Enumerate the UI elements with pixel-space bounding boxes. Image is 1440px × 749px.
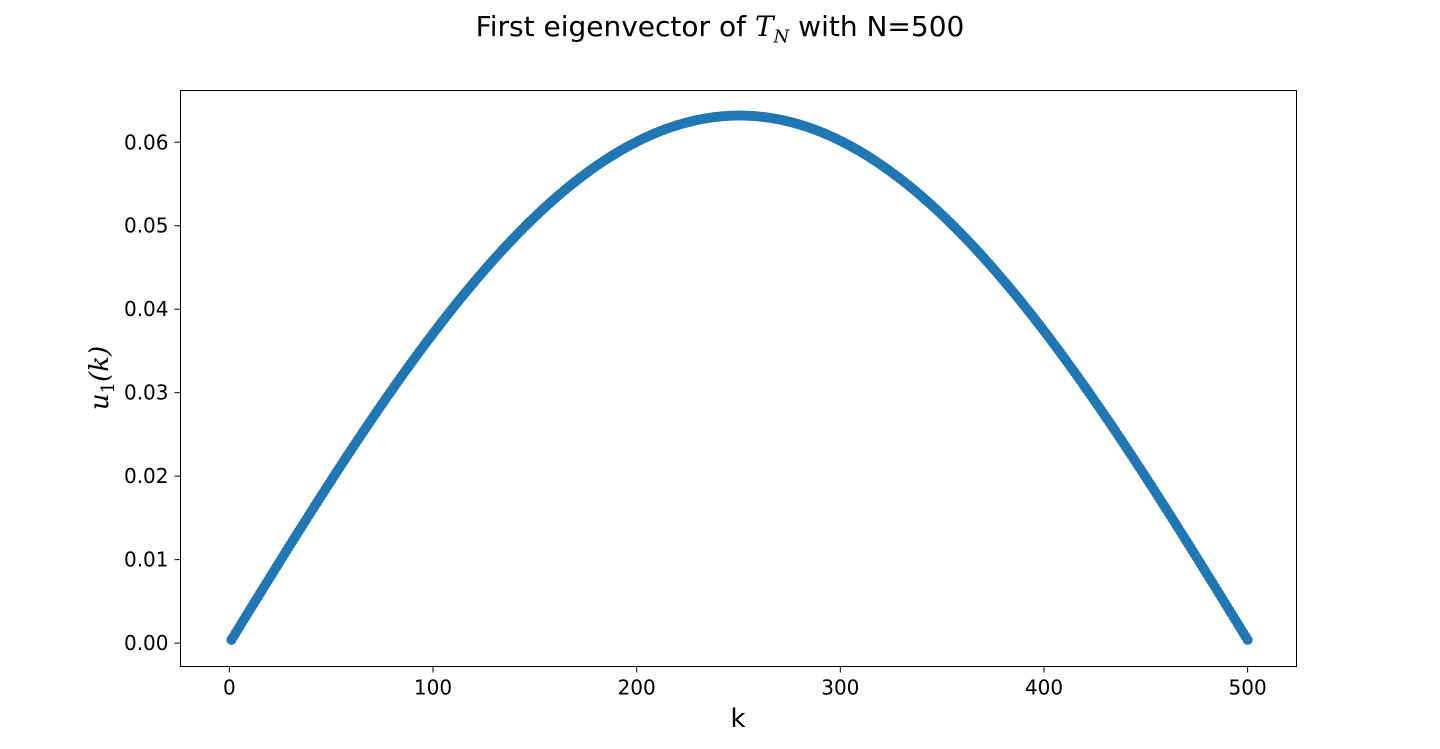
x-tick-label: 0 [223,676,236,700]
x-axis-label: k [730,704,745,734]
chart-title-math-subscript: N [773,26,790,48]
chart-title-math: TN [754,10,789,48]
scatter-point [1242,634,1253,645]
plot-area-frame [180,90,1297,667]
x-tick-label: 300 [821,676,859,700]
y-axis-ticks: 0.00 0.01 0.02 0.03 0.04 0.05 0.06 [124,130,181,655]
chart-title: First eigenvector of TN with N=500 [0,10,1440,48]
chart-title-math-symbol: T [754,10,774,43]
chart-title-suffix: with N=500 [789,10,965,43]
x-tick-label: 400 [1025,676,1063,700]
y-axis-label-subscript: 1 [98,382,119,393]
x-tick-label: 200 [618,676,656,700]
y-tick-label: 0.01 [124,548,169,572]
chart-title-prefix: First eigenvector of [475,10,755,43]
y-tick-label: 0.00 [124,631,169,655]
y-axis-label-symbol: u [85,393,115,410]
y-axis-label-arg: (k) [85,346,115,382]
y-axis-label: u1(k) [85,346,119,410]
x-tick-label: 100 [414,676,452,700]
x-tick-label: 500 [1229,676,1267,700]
scatter-points [226,110,1253,645]
x-axis-ticks: 0 100 200 300 400 500 [223,666,1267,700]
y-tick-label: 0.02 [124,464,169,488]
y-tick-label: 0.05 [124,214,169,238]
y-tick-label: 0.04 [124,297,169,321]
y-tick-label: 0.06 [124,130,169,154]
y-tick-label: 0.03 [124,381,169,405]
